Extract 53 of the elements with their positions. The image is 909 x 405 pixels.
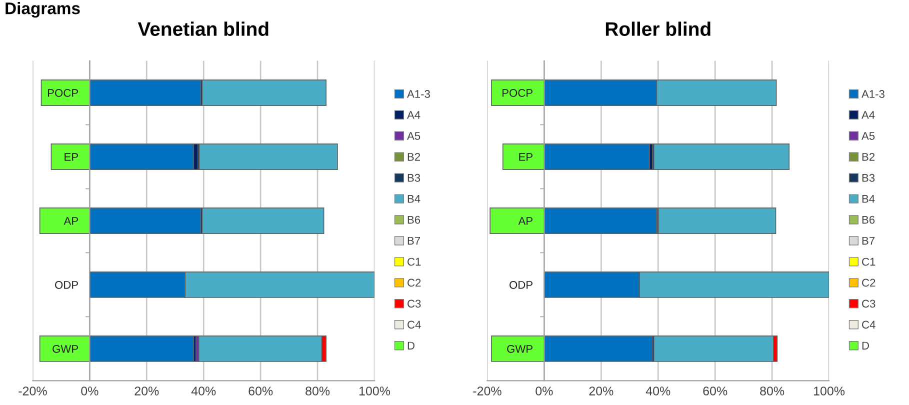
legend-label: B3 xyxy=(862,174,875,182)
x-tick-label: 0% xyxy=(81,386,98,396)
y-tick-label: POCP xyxy=(48,89,78,97)
legend-label: C4 xyxy=(862,320,876,329)
y-tick-label: ODP xyxy=(55,280,78,289)
text: Diagrams xyxy=(6,2,80,18)
x-tick-label: 60% xyxy=(248,386,273,396)
legend-label: D xyxy=(862,342,869,350)
legend-label: B4 xyxy=(408,195,420,203)
legend-label: C3 xyxy=(862,300,876,308)
x-tick-label: 80% xyxy=(760,386,784,396)
x-tick-label: -20% xyxy=(473,386,502,396)
x-tick-label: 20% xyxy=(589,386,614,396)
legend-label: B2 xyxy=(862,152,875,161)
legend-label: D xyxy=(408,342,414,350)
legend-label: C3 xyxy=(408,300,421,308)
legend-label: B6 xyxy=(408,216,420,224)
y-tick-label: AP xyxy=(518,217,532,225)
legend-label: C4 xyxy=(408,320,421,329)
legend-label: A5 xyxy=(407,132,420,140)
legend-label: C1 xyxy=(862,258,876,266)
x-tick-label: 100% xyxy=(814,386,845,396)
x-tick-label: 80% xyxy=(306,386,330,396)
y-tick-label: EP xyxy=(519,153,532,161)
chart-title: Venetian blind xyxy=(138,22,268,36)
x-tick-label: 40% xyxy=(646,386,670,396)
legend-label: A1-3 xyxy=(862,90,884,98)
x-tick-label: 20% xyxy=(134,386,159,396)
legend-label: B7 xyxy=(862,236,875,245)
legend-label: C1 xyxy=(408,258,421,266)
legend-label: A4 xyxy=(407,111,420,119)
legend-label: B2 xyxy=(408,152,420,161)
x-tick-label: -20% xyxy=(18,386,47,396)
legend-label: C2 xyxy=(862,278,876,287)
y-tick-label: AP xyxy=(64,217,78,225)
x-tick-label: 60% xyxy=(703,386,728,396)
legend-label: B6 xyxy=(862,216,875,224)
y-tick-label: GWP xyxy=(52,344,78,353)
y-tick-label: GWP xyxy=(507,344,532,353)
legend-label: B4 xyxy=(862,195,875,203)
legend-label: B7 xyxy=(408,236,420,245)
x-tick-label: 40% xyxy=(191,386,216,396)
y-tick-label: POCP xyxy=(502,89,532,97)
legend-label: A1-3 xyxy=(407,90,430,98)
y-tick-label: ODP xyxy=(510,280,532,289)
x-tick-label: 100% xyxy=(359,386,390,396)
y-tick-label: EP xyxy=(64,153,78,161)
legend-label: A5 xyxy=(862,132,875,140)
legend-label: A4 xyxy=(862,111,875,119)
x-tick-label: 0% xyxy=(536,386,553,396)
legend-label: C2 xyxy=(408,278,421,287)
legend-label: B3 xyxy=(408,174,420,182)
chart-title: Roller blind xyxy=(606,22,710,36)
